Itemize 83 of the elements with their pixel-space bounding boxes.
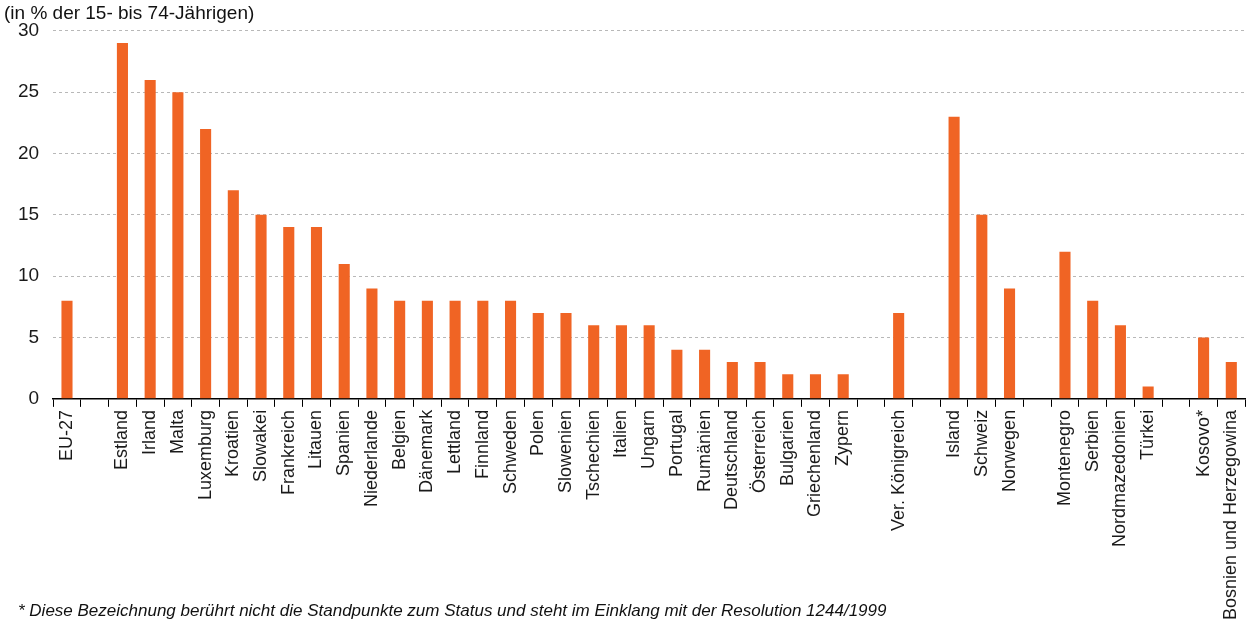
x-tick-label: Schweiz (970, 409, 991, 477)
x-tick-label: Schweden (499, 409, 520, 494)
bar (505, 300, 517, 399)
y-tick-label: 25 (17, 80, 40, 102)
x-tick-label: Finnland (471, 409, 492, 479)
y-tick-label: 0 (28, 387, 40, 409)
bar (144, 79, 156, 399)
x-tick-label: Malta (166, 408, 187, 454)
x-tick-label: Norwegen (998, 409, 1019, 492)
bar (532, 312, 544, 399)
x-tick-label: Nordmazedonien (1109, 409, 1130, 547)
x-tick-label: Kroatien (222, 409, 243, 477)
bar (338, 263, 350, 399)
x-tick-label: Portugal (665, 409, 686, 477)
text: * Diese Bezeichnung berührt nicht die Standpunkte zum Status und steht im Einklang mit der Resolution 1244/1999 (18, 601, 888, 621)
x-tick-label: Deutschland (721, 409, 742, 510)
x-tick-label: Türkei (1137, 409, 1158, 460)
x-tick-label: Kosovo* (1192, 409, 1213, 477)
bar (1087, 300, 1099, 399)
bar (116, 43, 128, 399)
x-tick-label: Slowakei (250, 409, 271, 482)
x-tick-label: Serbien (1081, 409, 1102, 472)
x-tick-label: Ver. Königreich (887, 409, 908, 531)
bar (227, 190, 239, 399)
x-tick-label: Österreich (749, 409, 770, 493)
x-tick-label: Ungarn (638, 409, 659, 469)
x-tick-label: Dänemark (416, 408, 437, 493)
bar (366, 288, 378, 399)
bar (699, 349, 711, 399)
bar (560, 312, 572, 399)
bar (671, 349, 683, 399)
bar (643, 325, 655, 399)
y-tick-label: 5 (28, 325, 40, 347)
x-tick-label: Italien (610, 409, 631, 458)
y-tick-label: 20 (17, 141, 40, 163)
x-tick-label: Polen (527, 409, 548, 456)
x-tick-label: Island (943, 409, 964, 458)
x-tick-label: Estland (111, 409, 132, 470)
bar (893, 312, 905, 399)
x-tick-label: EU-27 (55, 409, 76, 461)
bar (976, 214, 988, 399)
x-tick-label: Rumänien (693, 409, 714, 492)
x-tick-label: Irland (139, 409, 160, 455)
x-tick-label: Tschechien (582, 409, 603, 500)
bar (1198, 337, 1210, 399)
bar (1142, 386, 1154, 399)
bar (837, 374, 849, 399)
bar (1114, 325, 1126, 399)
y-tick-label: 10 (17, 264, 40, 286)
y-tick-label: 15 (17, 203, 40, 225)
x-tick-label: Slowenien (554, 409, 575, 493)
bar (200, 128, 212, 399)
x-tick-label: Montenegro (1053, 409, 1074, 506)
bar (283, 227, 295, 399)
bar (1225, 362, 1237, 399)
bar (948, 116, 960, 399)
bar (754, 362, 766, 399)
x-tick-label: Bosnien und Herzegowina (1220, 408, 1241, 620)
x-tick-label: Spanien (333, 409, 354, 476)
bar (449, 300, 461, 399)
x-tick-label: Niederlande (360, 409, 381, 507)
bar (1003, 288, 1016, 399)
x-tick-label: Zypern (832, 409, 853, 466)
x-tick-label: Lettland (444, 409, 465, 474)
x-tick-label: Bulgarien (776, 409, 797, 486)
bar (310, 227, 323, 399)
x-tick-label: Luxemburg (194, 409, 215, 500)
bar (782, 374, 794, 399)
bar (172, 92, 184, 399)
bar (477, 300, 489, 399)
bar (394, 300, 406, 399)
bar (421, 300, 433, 399)
bar (61, 300, 73, 399)
x-tick-label: Belgien (388, 409, 409, 470)
bar (588, 325, 600, 399)
bar (809, 374, 822, 399)
bar (1059, 251, 1071, 399)
x-tick-label: Frankreich (277, 409, 298, 495)
x-tick-label: Griechenland (804, 409, 825, 517)
bar (255, 214, 267, 399)
x-tick-label: Litauen (305, 409, 326, 469)
bar (615, 325, 627, 399)
bar (726, 362, 738, 399)
